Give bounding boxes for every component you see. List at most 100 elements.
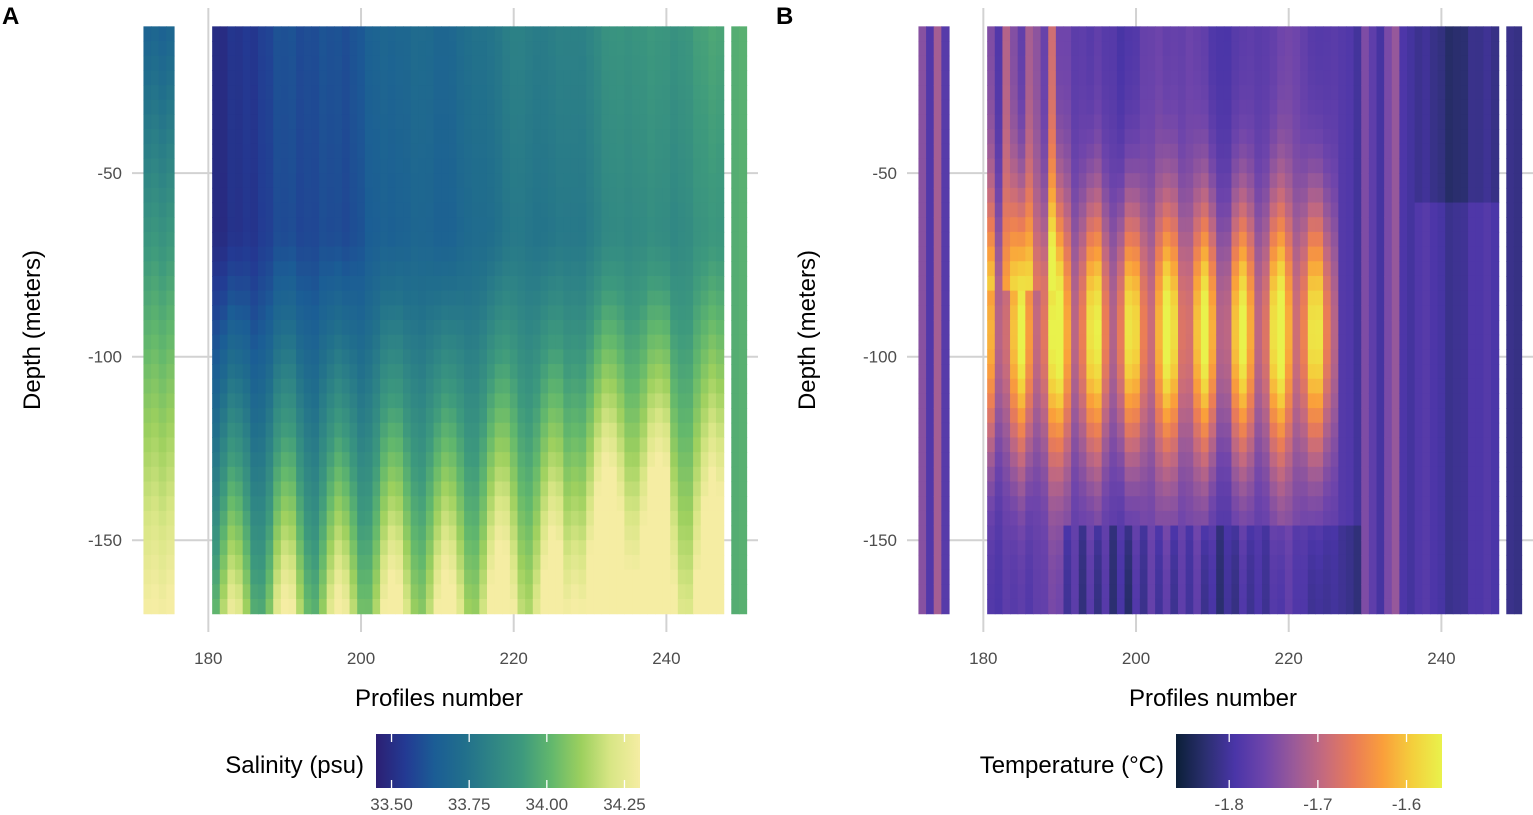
heatmap-cell xyxy=(570,349,580,365)
heatmap-cell xyxy=(425,231,435,248)
heatmap-cell xyxy=(593,217,603,233)
heatmap-cell xyxy=(158,452,167,468)
heatmap-cell xyxy=(647,540,656,556)
heatmap-cell xyxy=(654,349,664,365)
heatmap-cell xyxy=(357,481,366,497)
heatmap-cell xyxy=(395,129,404,145)
heatmap-cell xyxy=(1185,393,1194,409)
heatmap-cell xyxy=(494,187,503,204)
heatmap-cell xyxy=(1132,70,1141,86)
heatmap-cell xyxy=(525,598,534,615)
heatmap-cell xyxy=(1010,334,1019,350)
heatmap-cell xyxy=(1170,99,1179,116)
heatmap-cell xyxy=(1223,261,1233,277)
heatmap-cell xyxy=(1162,246,1171,262)
heatmap-cell xyxy=(1193,334,1202,350)
heatmap-cell xyxy=(250,158,259,174)
heatmap-cell xyxy=(1055,187,1065,204)
heatmap-cell xyxy=(563,202,572,218)
heatmap-cell xyxy=(654,158,664,174)
heatmap-cell xyxy=(219,554,229,571)
heatmap-cell xyxy=(1124,143,1133,160)
heatmap-cell xyxy=(1300,349,1309,365)
heatmap-cell xyxy=(700,349,709,365)
heatmap-cell xyxy=(1063,202,1072,218)
heatmap-cell xyxy=(738,187,748,204)
heatmap-cell xyxy=(540,584,549,600)
heatmap-cell xyxy=(586,466,595,483)
heatmap-cell xyxy=(1071,217,1080,233)
heatmap-cell xyxy=(1239,437,1248,453)
heatmap-cell xyxy=(151,510,160,527)
heatmap-cell xyxy=(1147,158,1156,174)
heatmap-cell xyxy=(1315,378,1324,395)
heatmap-cell xyxy=(548,437,557,453)
heatmap-cell xyxy=(532,55,542,71)
heatmap-cell xyxy=(380,187,389,204)
heatmap-cell xyxy=(1269,422,1278,439)
heatmap-cell xyxy=(685,466,694,483)
heatmap-cell xyxy=(1010,85,1019,101)
heatmap-cell xyxy=(601,378,610,395)
heatmap-cell xyxy=(1315,481,1324,497)
heatmap-cell xyxy=(1116,158,1126,174)
heatmap-cell xyxy=(1254,187,1263,204)
heatmap-cell xyxy=(158,231,167,248)
heatmap-cell xyxy=(219,158,229,174)
heatmap-cell xyxy=(632,569,641,585)
heatmap-cell xyxy=(639,481,648,497)
heatmap-cell xyxy=(158,290,167,306)
heatmap-cell xyxy=(624,158,633,174)
heatmap-cell xyxy=(1101,496,1110,512)
heatmap-cell xyxy=(334,305,343,321)
heatmap xyxy=(143,26,748,615)
heatmap-cell xyxy=(1116,187,1126,204)
heatmap-cell xyxy=(662,85,671,101)
heatmap-cell xyxy=(1231,584,1240,600)
heatmap-cell xyxy=(570,261,580,277)
heatmap-cell xyxy=(1086,85,1095,101)
heatmap-cell xyxy=(731,246,740,262)
heatmap-cell xyxy=(593,114,603,130)
heatmap-cell xyxy=(509,452,519,468)
heatmap-cell xyxy=(486,202,496,218)
heatmap-cell xyxy=(479,584,488,600)
heatmap-cell xyxy=(364,452,374,468)
heatmap-cell xyxy=(212,510,221,527)
heatmap-cell xyxy=(273,26,282,42)
heatmap-cell xyxy=(1078,598,1087,615)
profile-column xyxy=(380,26,389,615)
heatmap-cell xyxy=(1109,143,1118,160)
heatmap-cell xyxy=(1055,41,1065,57)
heatmap-cell xyxy=(731,525,740,541)
heatmap-cell xyxy=(158,525,167,541)
heatmap-cell xyxy=(1063,231,1072,248)
heatmap-cell xyxy=(1086,231,1095,248)
heatmap-cell xyxy=(410,143,419,160)
heatmap-cell xyxy=(1116,305,1126,321)
heatmap-cell xyxy=(456,55,465,71)
heatmap-cell xyxy=(941,217,950,233)
heatmap-cell xyxy=(1155,540,1164,556)
heatmap-cell xyxy=(1208,334,1217,350)
heatmap-cell xyxy=(670,305,679,321)
heatmap-cell xyxy=(1025,158,1034,174)
heatmap-cell xyxy=(1254,55,1263,71)
profile-column xyxy=(987,26,996,615)
heatmap-cell xyxy=(601,261,610,277)
heatmap-cell xyxy=(1147,408,1156,424)
heatmap-cell xyxy=(1239,422,1248,439)
heatmap-cell xyxy=(1017,393,1026,409)
heatmap-cell xyxy=(357,202,366,218)
heatmap-cell xyxy=(1032,540,1042,556)
heatmap-cell xyxy=(700,525,709,541)
heatmap-cell xyxy=(670,452,679,468)
heatmap-cell xyxy=(1200,525,1210,541)
heatmap-cell xyxy=(677,290,687,306)
heatmap-cell xyxy=(1063,481,1072,497)
heatmap-cell xyxy=(1139,540,1149,556)
heatmap-cell xyxy=(616,481,625,497)
heatmap-cell xyxy=(486,55,496,71)
heatmap-cell xyxy=(265,143,274,160)
heatmap-cell xyxy=(273,290,282,306)
